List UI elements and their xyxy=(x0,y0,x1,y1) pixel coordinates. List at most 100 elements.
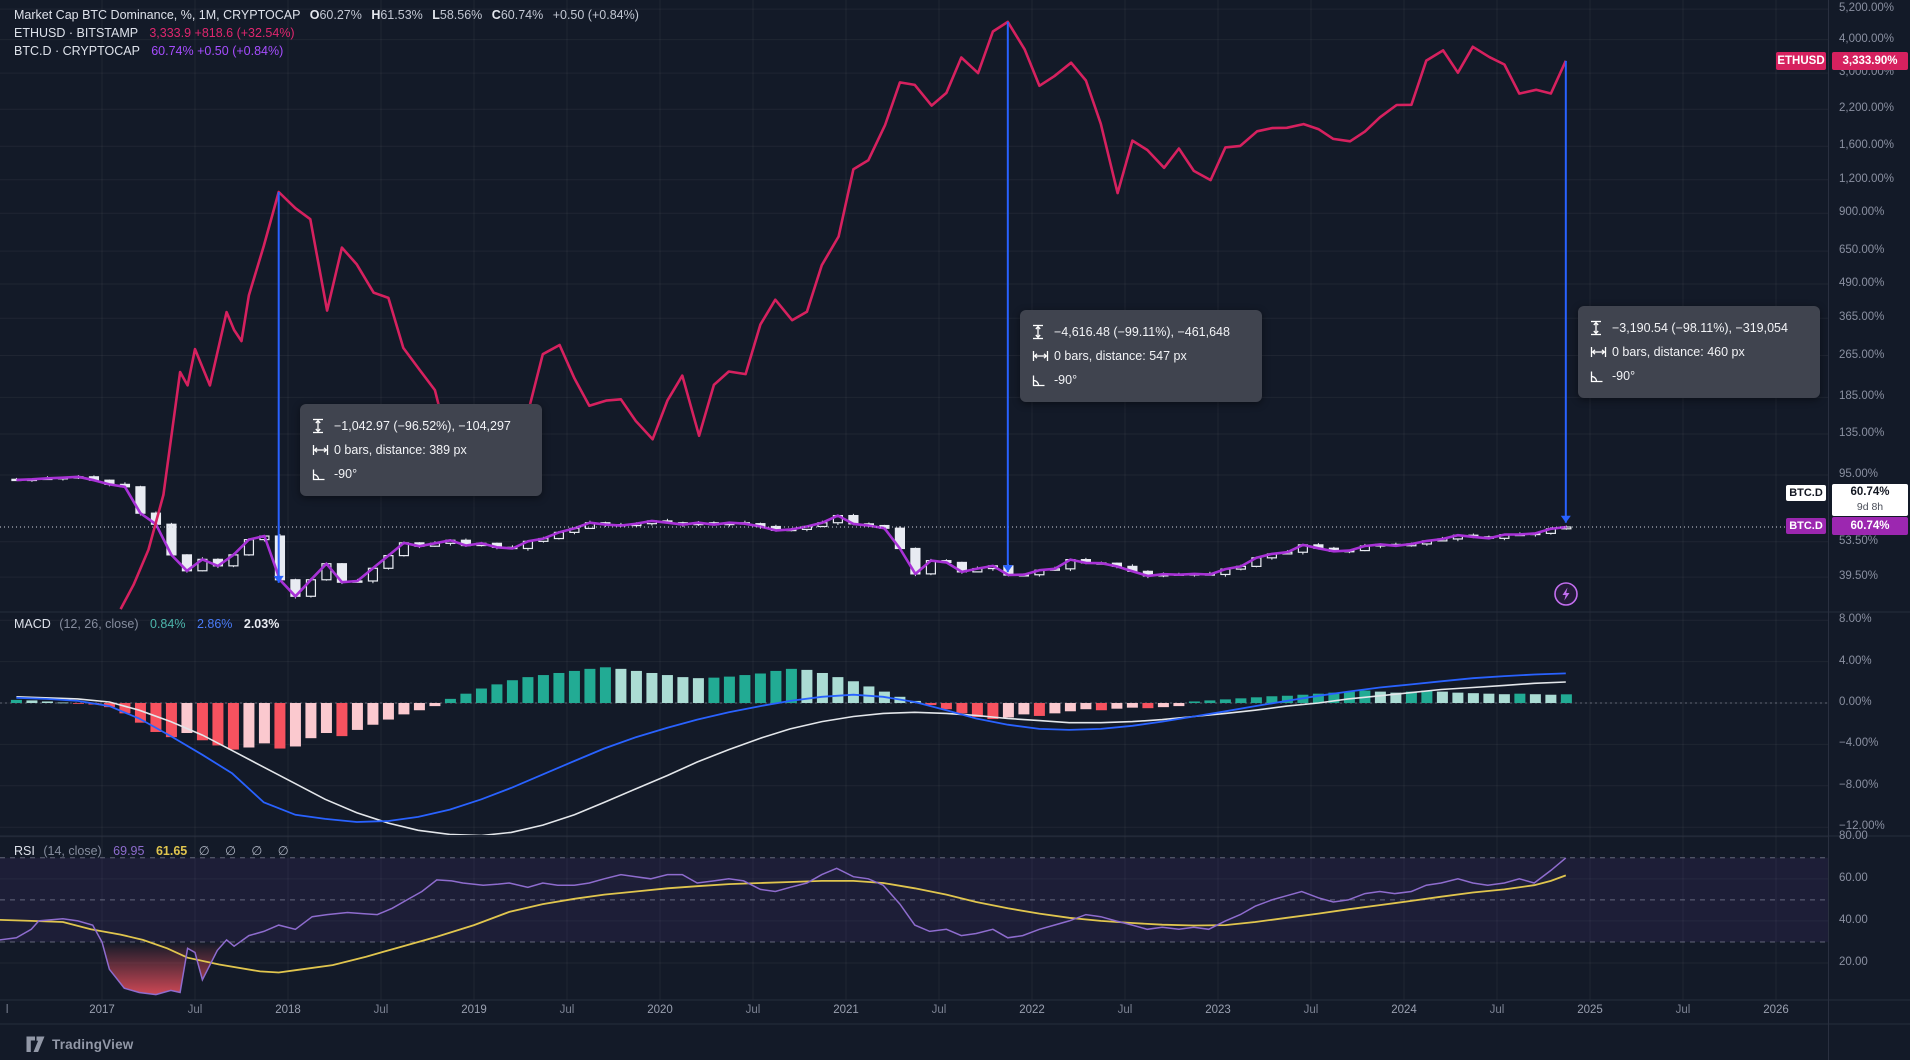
price-axis-label: 135.00% xyxy=(1839,427,1885,440)
symbol-title[interactable]: Market Cap BTC Dominance, %, 1M, CRYPTOC… xyxy=(14,8,301,22)
measurement-tooltip-row: -90° xyxy=(1032,368,1250,392)
price-axis-label: 900.00% xyxy=(1839,206,1885,219)
rsi-params: (14, close) xyxy=(43,844,102,858)
symbol-legend[interactable]: Market Cap BTC Dominance, %, 1M, CRYPTOC… xyxy=(14,6,639,60)
price-axis-label: 8.00% xyxy=(1839,613,1872,626)
measurement-tooltip-row: −4,616.48 (−99.11%), −461,648 xyxy=(1032,320,1250,344)
measurement-tooltip[interactable]: −1,042.97 (−96.52%), −104,297 0 bars, dis… xyxy=(300,404,542,496)
time-axis-label: Jul xyxy=(1489,1004,1505,1016)
rsi-pane[interactable] xyxy=(0,857,1828,996)
btcd-line-symbol-badge: BTC.D xyxy=(1786,518,1826,534)
time-axis-label: Jul xyxy=(187,1004,203,1016)
macd-name[interactable]: MACD xyxy=(14,617,51,631)
time-axis-label: 2020 xyxy=(647,1004,673,1016)
rsi-line-series[interactable] xyxy=(0,857,1567,996)
macd-histogram-series xyxy=(10,667,1572,750)
price-axis-label: −8.00% xyxy=(1839,778,1879,791)
time-axis-label: l xyxy=(5,1004,9,1016)
price-axis-label: 20.00 xyxy=(1839,956,1868,968)
time-axis-label: Jul xyxy=(1675,1004,1691,1016)
time-axis-label: Jul xyxy=(745,1004,761,1016)
time-axis-label: 2019 xyxy=(461,1004,487,1016)
measure-horizontal-icon xyxy=(312,444,334,456)
ethusd-line-series[interactable] xyxy=(119,20,1567,610)
measurement-bars-text: 0 bars, distance: 547 px xyxy=(1054,349,1187,363)
main-pane[interactable] xyxy=(0,20,1828,610)
time-axis-label: Jul xyxy=(373,1004,389,1016)
ethusd-title[interactable]: ETHUSD · BITSTAMP xyxy=(14,26,138,40)
measurement-range-text: −4,616.48 (−99.11%), −461,648 xyxy=(1054,325,1230,339)
price-axis-label: 60.00 xyxy=(1839,871,1868,884)
price-axis[interactable]: 5,200.00% 4,000.00% 3,000.00% 2,200.00% 1,60… xyxy=(1776,0,1910,1060)
rsi-value: 69.95 xyxy=(113,844,145,858)
close-label: C xyxy=(491,8,501,22)
macd-pane[interactable] xyxy=(0,667,1828,835)
low-value: 58.56% xyxy=(439,8,483,22)
rsi-legend[interactable]: RSI (14, close) 69.95 61.65 ∅ ∅ ∅ ∅ xyxy=(14,843,295,858)
time-axis-label: Jul xyxy=(931,1004,947,1016)
time-axis-label: 2018 xyxy=(275,1004,301,1016)
btcd-candle-series xyxy=(11,475,1572,599)
btcd-line-series[interactable] xyxy=(16,475,1567,598)
macd-signal-line-series[interactable] xyxy=(16,681,1566,836)
measurement-angle-text: -90° xyxy=(1612,369,1636,383)
change-value: +0.50 (+0.84%) xyxy=(552,8,639,22)
price-axis-label: 650.00% xyxy=(1839,244,1885,257)
legend-row-main[interactable]: Market Cap BTC Dominance, %, 1M, CRYPTOC… xyxy=(14,6,639,24)
rsi-ma-line-series[interactable] xyxy=(0,874,1567,974)
measure-horizontal-icon xyxy=(1032,350,1054,362)
macd-legend[interactable]: MACD (12, 26, close) 0.84% 2.86% 2.03% xyxy=(14,617,279,631)
high-value: 61.53% xyxy=(380,8,423,22)
time-axis-label: 2017 xyxy=(89,1004,115,1016)
time-axis-label: 2026 xyxy=(1763,1004,1789,1016)
measurement-range-text: −3,190.54 (−98.11%), −319,054 xyxy=(1612,321,1788,335)
measurement-bars-text: 0 bars, distance: 389 px xyxy=(334,443,467,457)
price-axis-label: 4.00% xyxy=(1839,654,1872,667)
btcd-value: 60.74% +0.50 (+0.84%) xyxy=(151,44,284,58)
btcd-line-price-badge: 60.74% xyxy=(1832,517,1908,535)
measurement-line[interactable] xyxy=(1002,21,1013,573)
pane-separators xyxy=(0,611,1910,1025)
open-value: 60.27% xyxy=(319,8,362,22)
rsi-oversold-fill xyxy=(102,942,225,995)
price-axis-label: 1,600.00% xyxy=(1839,139,1894,152)
measurement-line[interactable] xyxy=(273,192,284,583)
macd-signal-value: 2.03% xyxy=(243,617,280,631)
ethusd-axis-symbol-badge: ETHUSD xyxy=(1776,51,1826,70)
time-axis-label: 2021 xyxy=(833,1004,859,1016)
measurement-line[interactable] xyxy=(1560,60,1571,523)
price-axis-label: −4.00% xyxy=(1839,737,1879,750)
high-label: H xyxy=(371,8,381,22)
macd-line-series[interactable] xyxy=(16,672,1566,823)
tradingview-logo-text: TradingView xyxy=(52,1037,134,1052)
measurement-tooltip[interactable]: −4,616.48 (−99.11%), −461,648 0 bars, dis… xyxy=(1020,310,1262,402)
btcd-axis-price-badge: 60.74% 9d 8h xyxy=(1832,484,1908,516)
btcd-title[interactable]: BTC.D · CRYPTOCAP xyxy=(14,44,140,58)
measurement-tooltip-row: 0 bars, distance: 547 px xyxy=(1032,344,1250,368)
measure-horizontal-icon xyxy=(1590,346,1612,358)
ethusd-value: 3,333.9 +818.6 (+32.54%) xyxy=(149,26,295,40)
time-axis-label: Jul xyxy=(559,1004,575,1016)
measurement-tooltip[interactable]: −3,190.54 (−98.11%), −319,054 0 bars, dis… xyxy=(1578,306,1820,398)
rsi-empty-values: ∅ ∅ ∅ ∅ xyxy=(198,844,295,858)
rsi-ma-value: 61.65 xyxy=(155,844,188,858)
close-value: 60.74% xyxy=(500,8,544,22)
lightning-icon[interactable] xyxy=(1552,580,1580,613)
legend-row-ethusd[interactable]: ETHUSD · BITSTAMP 3,333.9 +818.6 (+32.54… xyxy=(14,24,639,42)
measurement-tooltip-row: −3,190.54 (−98.11%), −319,054 xyxy=(1590,316,1808,340)
rsi-name[interactable]: RSI xyxy=(14,844,35,858)
price-axis-label: 53.50% xyxy=(1839,534,1879,547)
angle-icon xyxy=(312,468,334,481)
btcd-axis-price-value: 60.74% xyxy=(1850,486,1890,498)
measurement-angle-text: -90° xyxy=(334,467,358,481)
measurement-tooltip-row: 0 bars, distance: 389 px xyxy=(312,438,530,462)
price-axis-label: −12.00% xyxy=(1839,820,1885,833)
angle-icon xyxy=(1590,370,1612,383)
bar-countdown: 9d 8h xyxy=(1856,501,1884,513)
price-axis-label: 1,200.00% xyxy=(1839,172,1894,185)
legend-row-btcd[interactable]: BTC.D · CRYPTOCAP 60.74% +0.50 (+0.84%) xyxy=(14,42,639,60)
price-axis-label: 365.00% xyxy=(1839,311,1885,324)
tradingview-logo[interactable]: TradingView xyxy=(26,1036,133,1053)
